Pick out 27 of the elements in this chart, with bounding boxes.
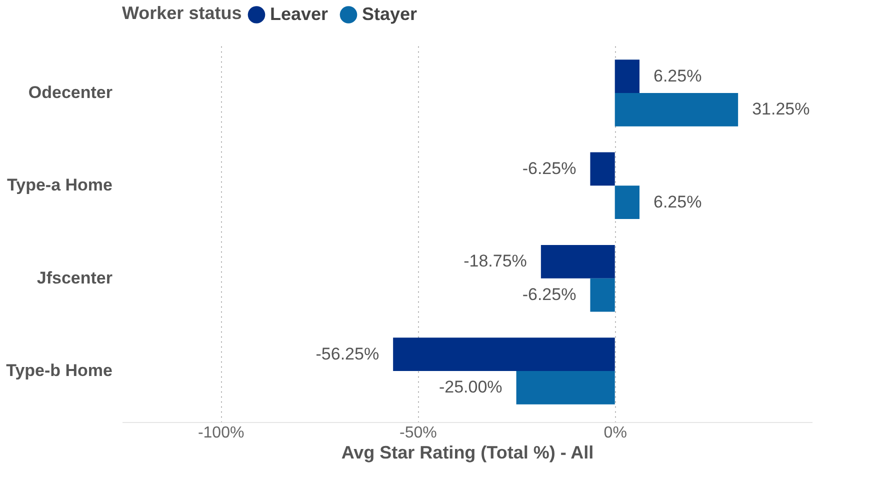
y-tick-label: Type-a Home (7, 176, 112, 195)
bar (614, 60, 640, 93)
legend-label: Stayer (362, 4, 418, 24)
legend-label: Leaver (270, 4, 328, 24)
bar (393, 338, 615, 372)
data-label: -6.25% (522, 158, 576, 178)
y-tick-label: Odecenter (28, 82, 113, 102)
bar (614, 92, 738, 126)
data-label: -56.25% (316, 344, 380, 364)
x-tick-label: -100% (198, 424, 244, 442)
data-label: -6.25% (522, 285, 576, 304)
x-tick-label: -50% (400, 424, 437, 442)
bar (614, 186, 640, 220)
legend-title: Worker status (122, 3, 242, 23)
bar (590, 152, 615, 186)
data-label: 6.25% (654, 66, 702, 86)
bar (540, 244, 615, 278)
x-tick-label: 0% (604, 424, 627, 442)
y-tick-label: Type-b Home (6, 361, 112, 380)
bar (590, 278, 615, 312)
bar (516, 371, 615, 404)
data-label: -18.75% (464, 252, 527, 271)
data-label: 31.25% (752, 100, 810, 119)
x-axis-title: Avg Star Rating (Total %) - All (341, 442, 594, 462)
data-label: -25.00% (438, 378, 502, 397)
data-label: 6.25% (654, 192, 702, 212)
y-tick-label: Jfscenter (36, 268, 113, 288)
